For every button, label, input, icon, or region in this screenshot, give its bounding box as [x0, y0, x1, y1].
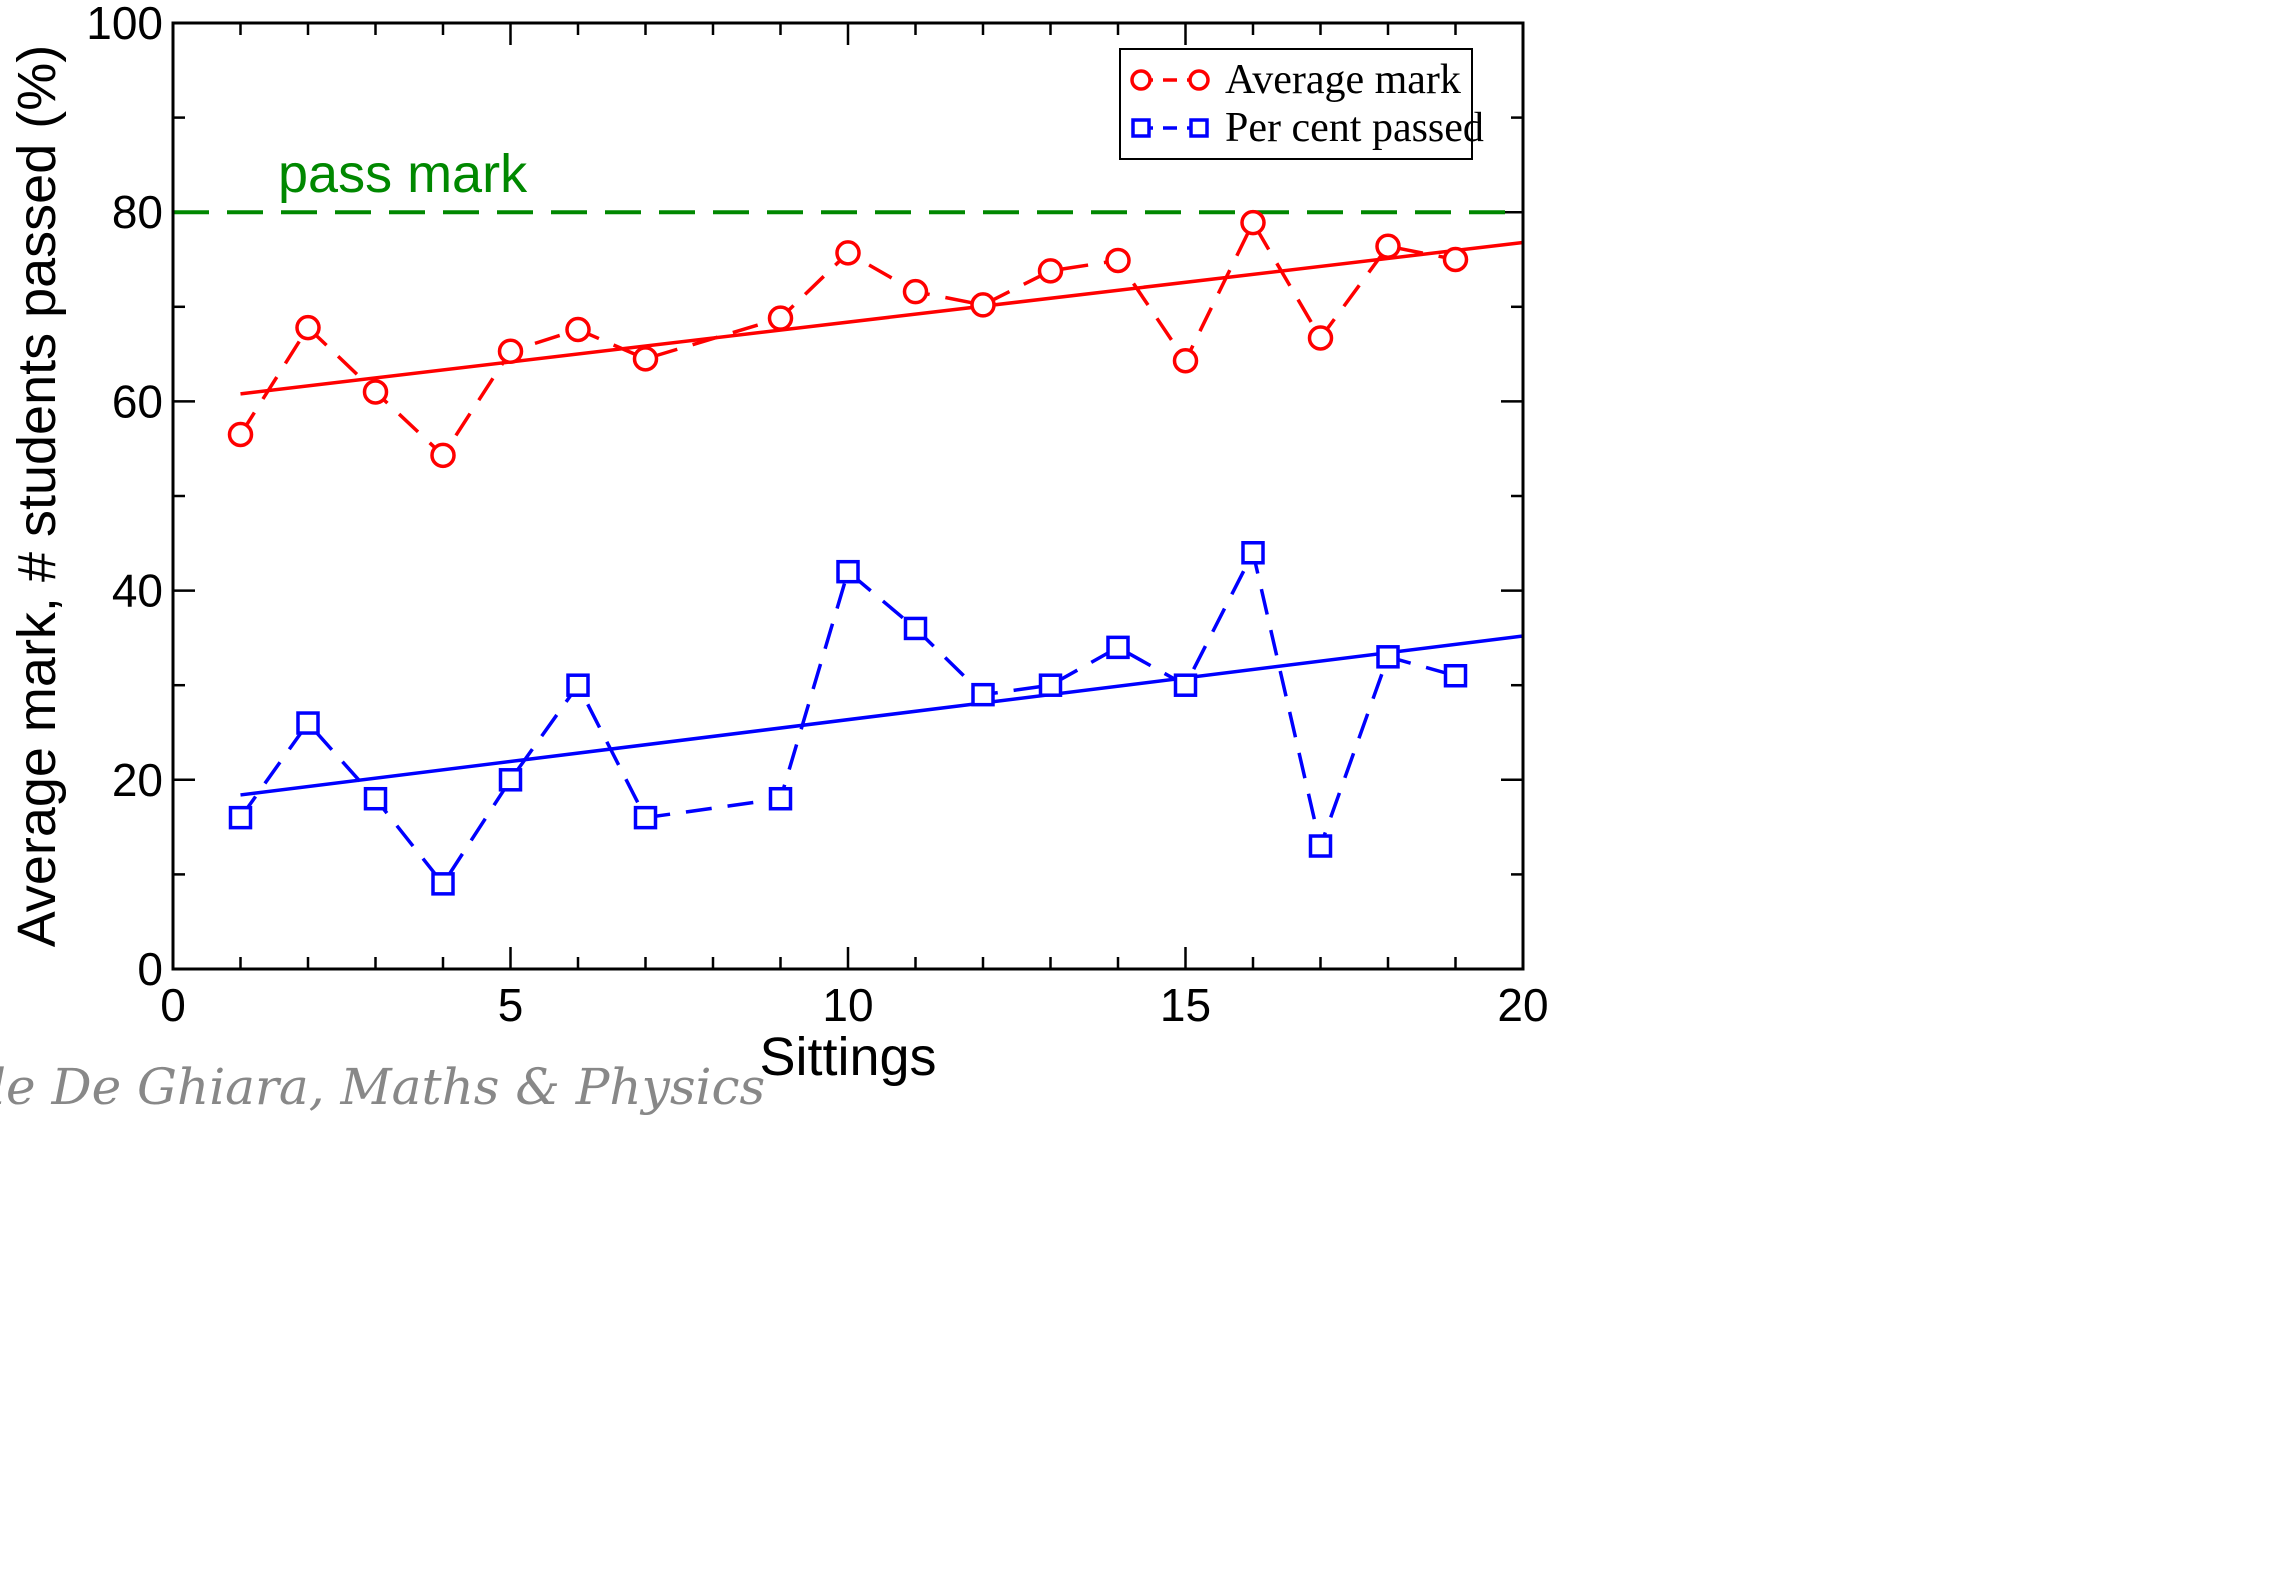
data-point [1442, 246, 1469, 273]
plot-frame [171, 21, 1525, 971]
series-layer [227, 209, 1524, 896]
y-tick-label: 40 [112, 565, 163, 617]
series-line [239, 218, 1456, 459]
data-point [768, 786, 793, 811]
y-tick-label: 100 [86, 0, 163, 49]
data-point [1105, 247, 1131, 274]
data-point [903, 616, 928, 641]
legend-marker [1130, 69, 1152, 91]
series-line [239, 547, 1456, 887]
legend-marker [1189, 118, 1209, 138]
x-tick-label: 15 [1160, 979, 1211, 1031]
data-point [566, 673, 590, 697]
data-point [1307, 325, 1334, 351]
legend-marker [1131, 118, 1151, 138]
data-point [498, 768, 523, 792]
reference-layer: pass mark [173, 144, 1523, 215]
legend-label: Per cent passed [1225, 105, 1484, 151]
x-tick-label: 0 [160, 979, 186, 1031]
y-tick-label: 80 [112, 186, 163, 238]
data-point [227, 421, 254, 448]
y-tick-label: 60 [112, 375, 163, 427]
data-point [1038, 673, 1063, 697]
data-point [362, 379, 389, 405]
legend-label: Average mark [1225, 57, 1461, 103]
data-point [228, 805, 253, 830]
legend-marker [1188, 69, 1210, 91]
pass-mark-label: pass mark [278, 144, 528, 204]
data-point [836, 559, 860, 584]
data-point [431, 872, 455, 896]
data-point [1308, 834, 1333, 858]
data-point [1106, 635, 1130, 660]
data-point [430, 442, 456, 469]
y-tick-label: 20 [112, 754, 163, 806]
legend-box [1119, 48, 1473, 160]
data-point [1172, 347, 1199, 374]
data-point [565, 316, 591, 343]
data-point [1173, 673, 1198, 697]
x-tick-label: 20 [1497, 979, 1548, 1031]
data-point [497, 338, 524, 365]
trend-line [240, 240, 1524, 396]
data-point [767, 305, 794, 331]
y-axis-label: Average mark, # students passed (%) [7, 45, 67, 947]
data-point [1376, 645, 1400, 669]
data-point [632, 346, 659, 372]
footer-watermark-text: le De Ghiara, Maths & Physics [0, 1058, 765, 1116]
x-axis-label: Sittings [759, 1027, 936, 1087]
ticks-layer: 0 5 10 15 20 0 20 40 60 80 100 [86, 0, 1548, 1031]
data-point [1241, 541, 1265, 565]
series-per-cent-passed [228, 541, 1524, 896]
x-tick-label: 10 [822, 979, 873, 1031]
data-point [970, 292, 996, 318]
data-point [363, 786, 388, 811]
y-tick-label: 0 [137, 943, 163, 995]
data-point [633, 805, 658, 830]
trend-line [240, 634, 1524, 797]
x-tick-label: 5 [498, 979, 524, 1031]
data-point [1443, 663, 1468, 688]
data-point [835, 240, 861, 266]
data-point [1375, 233, 1401, 260]
data-point [296, 711, 320, 735]
data-point [971, 682, 995, 707]
data-point [902, 278, 929, 305]
data-point [1240, 209, 1266, 236]
data-point [1037, 258, 1064, 284]
data-point [295, 314, 321, 341]
series-average-mark [227, 209, 1524, 469]
